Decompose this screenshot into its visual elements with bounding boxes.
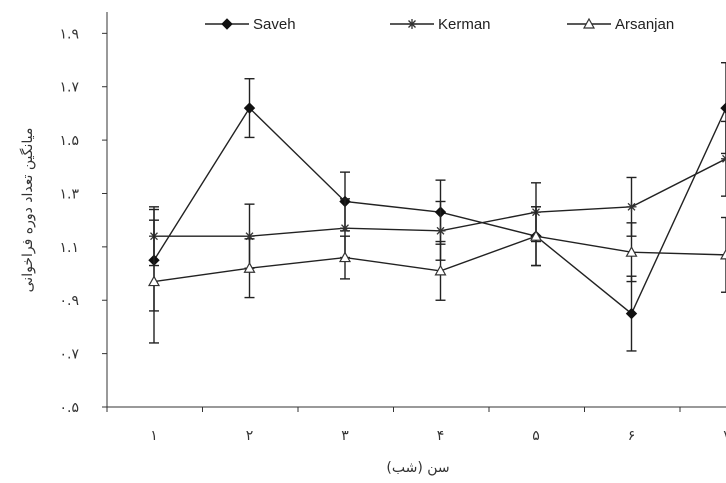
x-tick-label: ۵ bbox=[532, 428, 540, 444]
x-tick-label: ۶ bbox=[628, 428, 636, 444]
x-tick-label: ۴ bbox=[437, 428, 445, 444]
data-point bbox=[147, 275, 161, 287]
series-arsanjan bbox=[147, 206, 726, 344]
data-point bbox=[435, 225, 446, 236]
y-tick-label: ۱.۳ bbox=[60, 186, 80, 202]
axes: ۰.۵ ۰.۷ ۰.۹ ۱.۱ ۱.۳ ۱.۵ ۱.۷ ۱.۹ ۱ ۲ ۳ ۴ ۵ ۶ ۷ bbox=[60, 12, 726, 444]
data-point bbox=[720, 102, 726, 114]
y-tick-label: ۱.۱ bbox=[60, 240, 80, 256]
y-tick-label: ۰.۵ bbox=[60, 400, 80, 416]
series-kerman bbox=[149, 120, 726, 269]
data-point bbox=[721, 153, 726, 164]
y-axis-title: میانگین تعداد دوره فراخوانی bbox=[19, 128, 36, 293]
data-point bbox=[243, 261, 256, 273]
data-point bbox=[625, 307, 638, 320]
data-point bbox=[243, 102, 256, 114]
legend-label: Kerman bbox=[438, 16, 491, 33]
x-tick-label: ۳ bbox=[341, 428, 349, 444]
data-point bbox=[434, 264, 447, 276]
data-point bbox=[626, 201, 637, 212]
legend-marker bbox=[221, 18, 233, 30]
y-tick-label: ۱.۹ bbox=[60, 26, 80, 42]
data-point bbox=[340, 223, 350, 234]
data-point bbox=[625, 245, 638, 257]
plot-area bbox=[147, 62, 726, 352]
legend-label: Saveh bbox=[253, 16, 296, 33]
legend: Saveh Kerman Arsanjan bbox=[205, 16, 674, 33]
y-tick-label: ۱.۷ bbox=[60, 80, 80, 96]
legend-label: Arsanjan bbox=[615, 16, 674, 33]
legend-marker bbox=[407, 19, 417, 29]
series-saveh bbox=[148, 62, 726, 352]
data-point bbox=[338, 251, 352, 263]
legend-item: Kerman bbox=[390, 16, 491, 33]
x-tick-label: ۱ bbox=[150, 428, 158, 444]
legend-marker bbox=[582, 17, 596, 29]
data-point bbox=[719, 248, 726, 260]
data-point bbox=[529, 229, 543, 241]
y-tick-label: ۰.۷ bbox=[60, 347, 80, 363]
y-tick-label: ۰.۹ bbox=[60, 293, 80, 309]
x-axis-title: سن (شب) bbox=[386, 460, 449, 476]
legend-item: Arsanjan bbox=[567, 16, 674, 33]
x-tick-label: ۷ bbox=[723, 428, 726, 444]
y-tick-label: ۱.۵ bbox=[60, 133, 80, 149]
legend-item: Saveh bbox=[205, 16, 296, 33]
x-tick-label: ۲ bbox=[246, 428, 254, 444]
